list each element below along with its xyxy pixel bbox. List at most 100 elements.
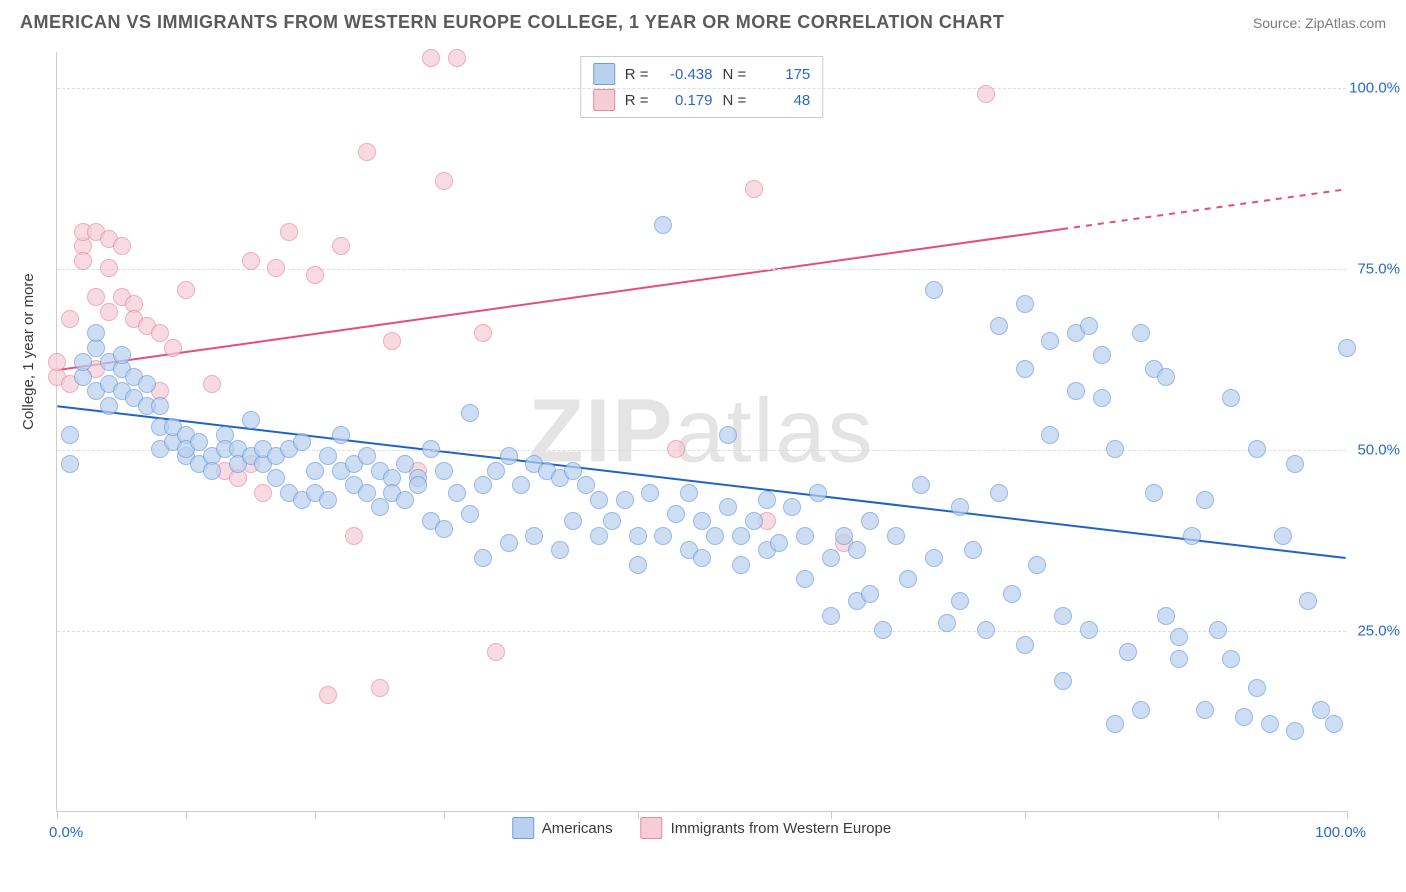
data-point [1299,592,1317,610]
data-point [1106,715,1124,733]
data-point [203,462,221,480]
data-point [809,484,827,502]
data-point [693,512,711,530]
legend-row-immigrants: R = 0.179 N = 48 [593,87,811,113]
data-point [732,556,750,574]
y-tick-label: 100.0% [1349,80,1400,97]
data-point [435,462,453,480]
data-point [577,476,595,494]
data-point [293,433,311,451]
data-point [306,462,324,480]
data-point [1145,484,1163,502]
data-point [319,491,337,509]
legend-label-1: Americans [542,820,613,837]
data-point [190,433,208,451]
data-point [74,252,92,270]
data-point [990,317,1008,335]
data-point [1054,607,1072,625]
data-point [358,143,376,161]
swatch-blue [593,63,615,85]
data-point [358,484,376,502]
legend-label-2: Immigrants from Western Europe [671,820,892,837]
data-point [113,346,131,364]
data-point [732,527,750,545]
correlation-legend: R = -0.438 N = 175 R = 0.179 N = 48 [580,56,824,118]
swatch-pink [593,89,615,111]
data-point [654,527,672,545]
n-label-1: N = [723,66,747,83]
data-point [977,85,995,103]
data-point [822,607,840,625]
data-point [693,549,711,567]
data-point [461,404,479,422]
data-point [1183,527,1201,545]
data-point [487,643,505,661]
data-point [474,324,492,342]
data-point [1132,701,1150,719]
data-point [87,324,105,342]
data-point [745,180,763,198]
data-point [332,426,350,444]
data-point [61,455,79,473]
x-min-label: 0.0% [49,824,83,841]
data-point [113,237,131,255]
data-point [590,527,608,545]
data-point [822,549,840,567]
data-point [332,237,350,255]
data-point [861,512,879,530]
data-point [164,339,182,357]
data-point [641,484,659,502]
data-point [629,556,647,574]
y-tick-label: 50.0% [1357,442,1400,459]
data-point [1170,628,1188,646]
data-point [48,353,66,371]
data-point [1028,556,1046,574]
data-point [1222,389,1240,407]
data-point [925,549,943,567]
data-point [474,549,492,567]
n-value-2: 48 [756,92,810,109]
data-point [912,476,930,494]
data-point [151,324,169,342]
data-point [719,426,737,444]
data-point [422,440,440,458]
data-point [925,281,943,299]
data-point [706,527,724,545]
data-point [848,541,866,559]
data-point [435,172,453,190]
source-label: Source: ZipAtlas.com [1253,15,1386,31]
data-point [835,527,853,545]
data-point [977,621,995,639]
data-point [100,259,118,277]
r-value-1: -0.438 [659,66,713,83]
data-point [474,476,492,494]
data-point [938,614,956,632]
x-tick [1347,811,1348,819]
data-point [396,491,414,509]
data-point [1338,339,1356,357]
x-tick [186,811,187,819]
data-point [203,375,221,393]
data-point [61,426,79,444]
data-point [448,49,466,67]
swatch-pink-icon [641,817,663,839]
y-tick-label: 75.0% [1357,261,1400,278]
swatch-blue-icon [512,817,534,839]
data-point [1080,621,1098,639]
data-point [1157,368,1175,386]
x-tick [831,811,832,819]
y-tick-label: 25.0% [1357,623,1400,640]
data-point [500,534,518,552]
n-label-2: N = [723,92,747,109]
data-point [590,491,608,509]
data-point [1261,715,1279,733]
data-point [874,621,892,639]
data-point [435,520,453,538]
data-point [564,462,582,480]
data-point [383,332,401,350]
r-value-2: 0.179 [659,92,713,109]
data-point [151,397,169,415]
x-tick [1218,811,1219,819]
data-point [525,527,543,545]
data-point [667,440,685,458]
